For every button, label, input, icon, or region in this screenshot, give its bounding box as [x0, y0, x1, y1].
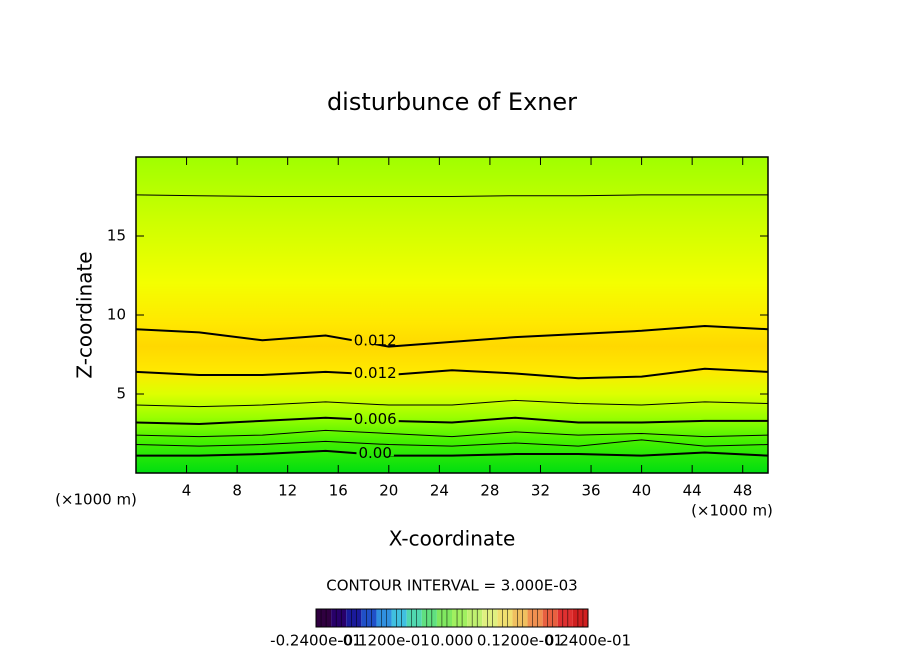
- x-tick-label: 28: [480, 482, 499, 500]
- contour-label: 0.012: [354, 364, 397, 382]
- contour-label: 0.006: [354, 410, 397, 428]
- contour-line: [135, 325, 769, 348]
- colorbar-cell: [452, 609, 468, 627]
- x-unit: (×1000 m): [691, 502, 773, 520]
- colorbar-cell: [527, 609, 543, 627]
- x-tick-label: 48: [733, 482, 752, 500]
- x-tick-label: 16: [329, 482, 348, 500]
- x-axis-title: X-coordinate: [389, 527, 516, 551]
- contour-interval: CONTOUR INTERVAL = 3.000E-03: [326, 577, 577, 595]
- colorbar-cell: [557, 609, 573, 627]
- contour-line: [136, 449, 769, 457]
- contour-line: [135, 194, 768, 197]
- colorbar-cell: [482, 609, 498, 627]
- x-tick-label: 4: [182, 482, 192, 500]
- contour-label-bg: [351, 338, 399, 345]
- colorbar-cell: [421, 609, 437, 627]
- y-tick-label: 5: [116, 385, 126, 403]
- colorbar-cell: [467, 609, 483, 627]
- contour-label-bg: [351, 416, 399, 423]
- contour-line: [135, 367, 769, 380]
- colorbar-cell: [391, 609, 407, 627]
- chart-title: disturbunce of Exner: [327, 88, 577, 116]
- colorbar-label: 0.000: [431, 632, 474, 650]
- colorbar-cell: [361, 609, 377, 627]
- contour-line: [135, 399, 769, 408]
- x-tick-label: 20: [379, 482, 398, 500]
- x-tick-label: 44: [683, 482, 702, 500]
- colorbar-label: 0.2400e-01: [545, 632, 631, 650]
- colorbar-cell: [436, 609, 452, 627]
- x-tick-label: 24: [430, 482, 449, 500]
- y-tick-label: 15: [107, 227, 126, 245]
- x-tick-label: 32: [531, 482, 550, 500]
- colorbar-cell: [406, 609, 422, 627]
- y-tick-label: 10: [107, 306, 126, 324]
- contour-line: [135, 429, 769, 438]
- colorbar-label: 0.1200e-01: [477, 632, 563, 650]
- colorbar-label: -0.2400e-01: [270, 632, 362, 650]
- x-tick-label: 40: [632, 482, 651, 500]
- colorbar-cell: [331, 609, 347, 627]
- contour-label: 0.012: [354, 332, 397, 350]
- x-tick-label: 8: [232, 482, 242, 500]
- colorbar-cell: [542, 609, 558, 627]
- y-axis-title: Z-coordinate: [73, 251, 97, 378]
- contour-label-bg: [351, 370, 399, 377]
- colorbar-cell: [316, 609, 332, 627]
- x-tick-label: 12: [278, 482, 297, 500]
- colorbar-cell: [512, 609, 528, 627]
- field-shading: [136, 157, 768, 473]
- contour-line: [135, 439, 769, 447]
- contour-line: [135, 416, 768, 426]
- colorbar-frame: [315, 608, 589, 628]
- y-unit: (×1000 m): [55, 491, 137, 509]
- contour-label: 0.00: [358, 444, 391, 462]
- colorbar-cell: [376, 609, 392, 627]
- colorbar-cell: [572, 609, 588, 627]
- colorbar-label: -0.1200e-01: [338, 632, 430, 650]
- colorbar-cell: [346, 609, 362, 627]
- colorbar-cell: [497, 609, 513, 627]
- x-tick-label: 36: [581, 482, 600, 500]
- contour-label-bg: [356, 450, 394, 457]
